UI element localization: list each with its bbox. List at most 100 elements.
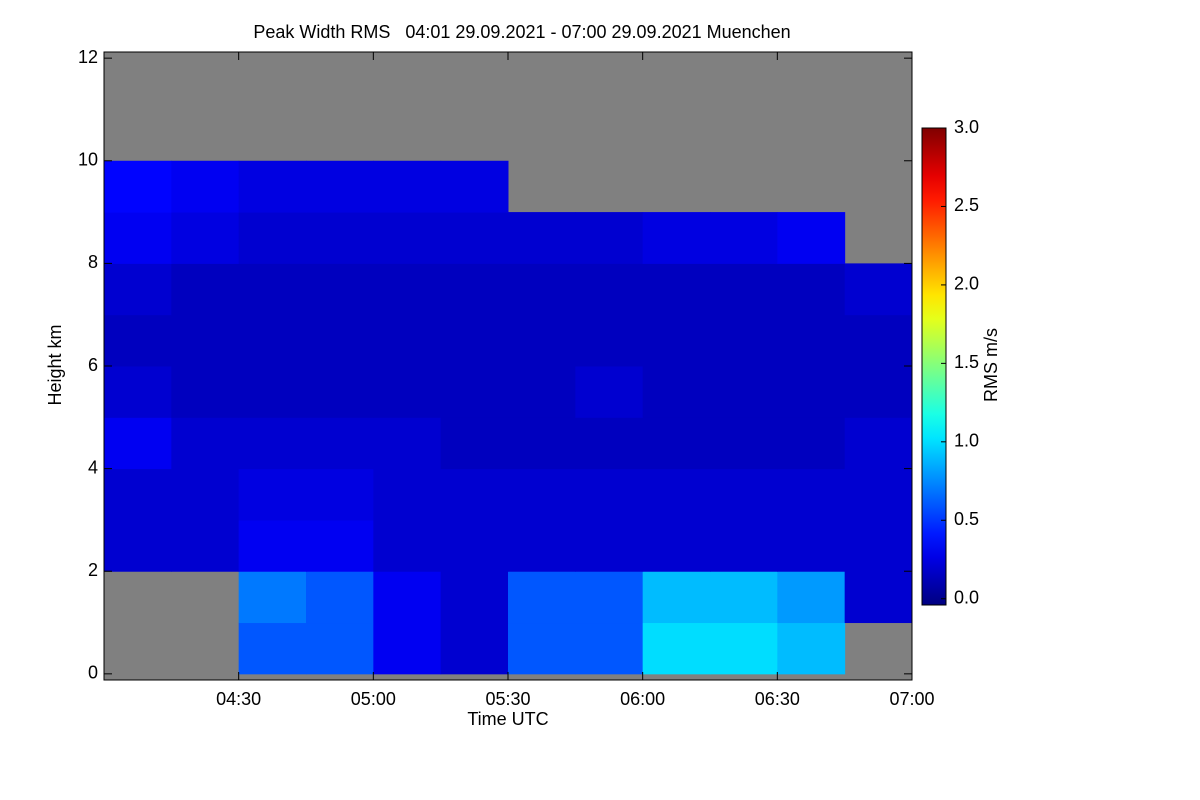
heatmap-cell [373, 417, 442, 470]
colorbar-tick-label: 1.0 [954, 431, 979, 451]
y-tick-label: 2 [88, 560, 98, 580]
heatmap-cell [306, 417, 374, 470]
heatmap-cell [238, 263, 307, 316]
heatmap-cell [440, 314, 509, 367]
heatmap-cell [575, 417, 644, 470]
heatmap-cell [575, 571, 644, 624]
heatmap-cell [642, 417, 711, 470]
heatmap-cell [306, 263, 374, 316]
heatmap-cell [642, 519, 711, 572]
heatmap-cell [306, 622, 374, 675]
heatmap-cell [575, 622, 644, 675]
heatmap-cell [238, 314, 307, 367]
colorbar-tick-label: 3.0 [954, 117, 979, 137]
heatmap-cell [844, 468, 913, 521]
heatmap-cell [642, 212, 711, 264]
heatmap-cell [238, 160, 307, 213]
heatmap-cell [171, 366, 240, 418]
heatmap-cell [238, 417, 307, 470]
heatmap-cell [306, 468, 374, 521]
heatmap-cell [373, 468, 442, 521]
x-tick-label: 05:00 [351, 689, 396, 709]
heatmap-cell [575, 519, 644, 572]
heatmap-cell [104, 468, 172, 521]
heatmap-cell [306, 571, 374, 624]
heatmap-cell [104, 212, 172, 264]
heatmap-cell [575, 212, 644, 264]
heatmap-cell [238, 571, 307, 624]
heatmap-cell [440, 160, 509, 213]
x-tick-label: 06:30 [755, 689, 800, 709]
heatmap-cell [575, 468, 644, 521]
chart-title: Peak Width RMS 04:01 29.09.2021 - 07:00 … [253, 22, 790, 42]
heatmap-cell [844, 314, 913, 367]
heatmap-cell [710, 622, 778, 675]
heatmap-cell [777, 314, 846, 367]
heatmap-cell [104, 314, 172, 367]
heatmap-cell [508, 571, 576, 624]
heatmap-cell [777, 366, 846, 418]
heatmap-cell [306, 212, 374, 264]
heatmap-cell [238, 366, 307, 418]
heatmap-cell [710, 212, 778, 264]
x-axis-label: Time UTC [467, 709, 548, 729]
heatmap-cell [171, 417, 240, 470]
x-tick-label: 06:00 [620, 689, 665, 709]
heatmap-cell [777, 468, 846, 521]
heatmap-cell [440, 622, 509, 675]
heatmap-cell [508, 468, 576, 521]
heatmap-cell [373, 314, 442, 367]
heatmap-cell [373, 622, 442, 675]
heatmap-cell [440, 519, 509, 572]
heatmap-cell [104, 366, 172, 418]
heatmap-cell [306, 519, 374, 572]
heatmap-cell [171, 212, 240, 264]
y-axis-label: Height km [45, 324, 65, 405]
heatmap-cell [171, 263, 240, 316]
colorbar-tick-label: 1.5 [954, 352, 979, 372]
y-tick-label: 4 [88, 457, 98, 477]
heatmap-cell [238, 622, 307, 675]
heatmap-cell [104, 519, 172, 572]
colorbar-tick-label: 0.5 [954, 509, 979, 529]
heatmap-cell [373, 160, 442, 213]
heatmap-cell [171, 468, 240, 521]
heatmap-cell [710, 263, 778, 316]
heatmap-cell [844, 263, 913, 316]
colorbar-label: RMS m/s [981, 328, 1001, 402]
heatmap-cell [642, 468, 711, 521]
heatmap-cell [642, 622, 711, 675]
heatmap-cell [844, 366, 913, 418]
heatmap-cell [710, 519, 778, 572]
heatmap-cell [642, 314, 711, 367]
y-tick-label: 8 [88, 252, 98, 272]
heatmap-cell [104, 263, 172, 316]
heatmap-cell [238, 519, 307, 572]
heatmap-cell [575, 314, 644, 367]
heatmap-cell [508, 314, 576, 367]
heatmap-cell [575, 366, 644, 418]
heatmap-cell [844, 519, 913, 572]
heatmap-cell [171, 314, 240, 367]
heatmap-cell [104, 417, 172, 470]
y-tick-label: 0 [88, 663, 98, 683]
heatmap-cell [508, 519, 576, 572]
y-tick-label: 10 [78, 150, 98, 170]
heatmap-cell [508, 417, 576, 470]
heatmap-cell [508, 212, 576, 264]
x-tick-label: 07:00 [889, 689, 934, 709]
heatmap-cell [373, 366, 442, 418]
x-tick-label: 05:30 [485, 689, 530, 709]
heatmap-cell [171, 160, 240, 213]
heatmap-cell [777, 212, 846, 264]
heatmap-cell [777, 519, 846, 572]
colorbar [921, 127, 947, 606]
colorbar-tick-label: 2.5 [954, 195, 979, 215]
heatmap-cell [440, 571, 509, 624]
heatmap-cell [508, 622, 576, 675]
heatmap-cell [844, 417, 913, 470]
heatmap-cell [777, 417, 846, 470]
heatmap-cell [440, 263, 509, 316]
